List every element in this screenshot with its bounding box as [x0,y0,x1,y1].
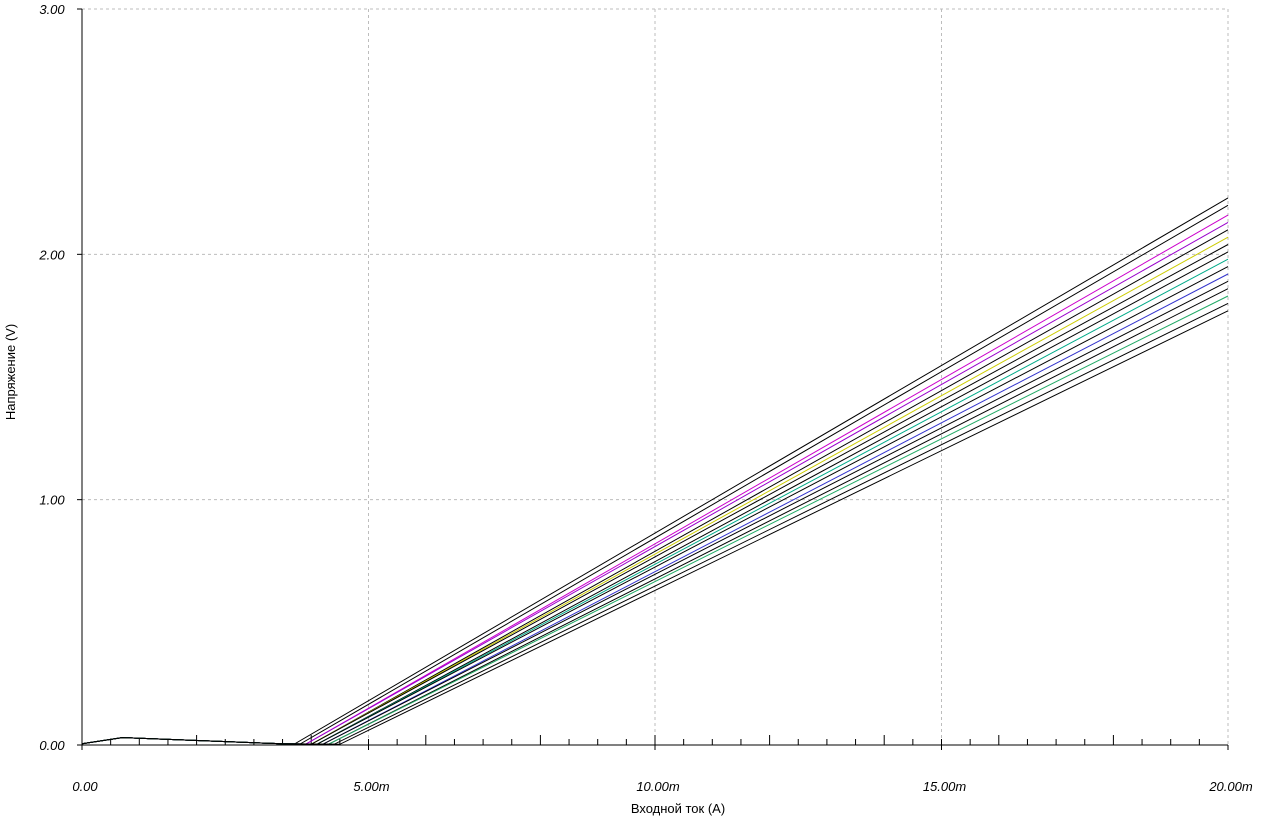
series-line [81,310,1229,745]
y-axis-title: Напряжение (V) [3,324,18,420]
x-tick-labels: 0.00 5.00m 10.00m 15.00m 20.00m [72,779,1253,794]
y-tick-label: 2.00 [38,247,65,262]
minor-tick-marks [77,8,1229,750]
y-tick-label: 1.00 [39,493,65,508]
x-tick-label: 15.00m [923,779,967,794]
series-line [81,229,1229,745]
series-layer [81,197,1229,745]
grid-lines [82,8,1229,745]
y-tick-labels: 0.00 1.00 2.00 3.00 [38,2,65,753]
x-axis-title: Входной ток (A) [631,801,725,816]
x-tick-label: 10.00m [636,779,680,794]
x-tick-label: 0.00 [72,779,98,794]
x-tick-label: 5.00m [353,779,389,794]
y-tick-label: 0.00 [39,738,65,753]
x-tick-label: 20.00m [1208,779,1253,794]
y-tick-label: 3.00 [39,2,65,17]
